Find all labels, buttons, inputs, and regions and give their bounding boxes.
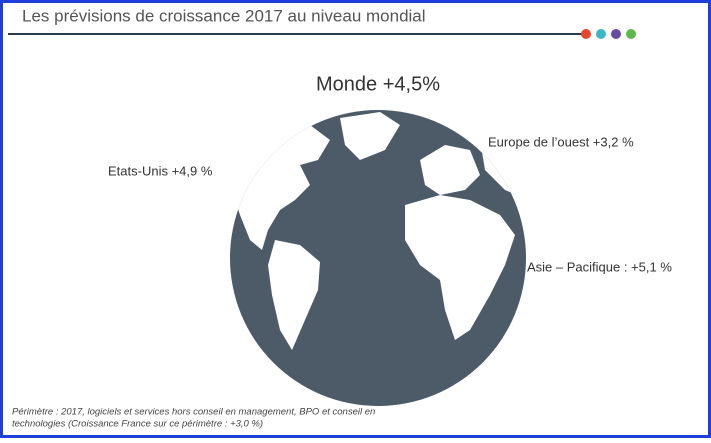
region-label: Etats-Unis +4,9 % (108, 163, 213, 178)
dot (626, 29, 636, 39)
region-label: Europe de l’ouest +3,2 % (488, 134, 634, 149)
title: Les prévisions de croissance 2017 au niv… (22, 6, 426, 25)
dot (596, 29, 606, 39)
region-label: Asie – Pacifique : +5,1 % (527, 259, 672, 274)
footnote: Périmètre : 2017, logiciels et services … (12, 407, 375, 418)
dots (581, 29, 636, 39)
footnote: technologies (Croissance France sur ce p… (12, 419, 263, 430)
dot (611, 29, 621, 39)
dot (581, 29, 591, 39)
globe-label: Monde +4,5% (316, 73, 440, 95)
